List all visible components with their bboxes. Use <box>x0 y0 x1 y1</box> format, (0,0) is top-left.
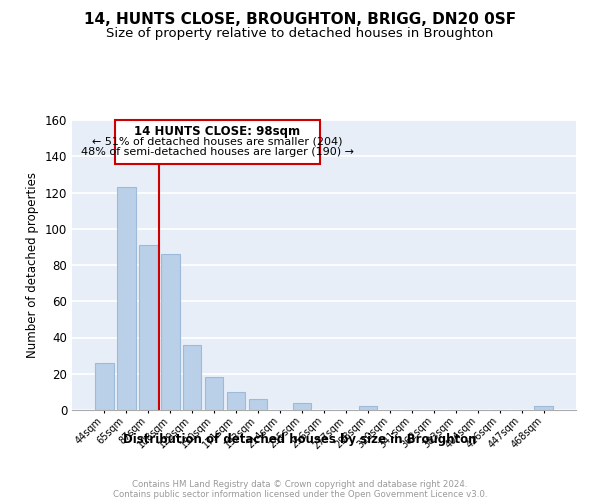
Bar <box>293 403 311 410</box>
Bar <box>95 363 113 410</box>
Text: Contains HM Land Registry data © Crown copyright and database right 2024.
Contai: Contains HM Land Registry data © Crown c… <box>113 480 487 500</box>
Bar <box>161 254 179 410</box>
Text: Size of property relative to detached houses in Broughton: Size of property relative to detached ho… <box>106 28 494 40</box>
Bar <box>117 187 136 410</box>
Text: Distribution of detached houses by size in Broughton: Distribution of detached houses by size … <box>123 432 477 446</box>
Bar <box>227 392 245 410</box>
Text: 48% of semi-detached houses are larger (190) →: 48% of semi-detached houses are larger (… <box>81 147 354 157</box>
Bar <box>249 399 268 410</box>
Bar <box>359 406 377 410</box>
Text: 14, HUNTS CLOSE, BROUGHTON, BRIGG, DN20 0SF: 14, HUNTS CLOSE, BROUGHTON, BRIGG, DN20 … <box>84 12 516 28</box>
Text: ← 51% of detached houses are smaller (204): ← 51% of detached houses are smaller (20… <box>92 136 343 146</box>
Bar <box>183 345 202 410</box>
Bar <box>205 378 223 410</box>
Y-axis label: Number of detached properties: Number of detached properties <box>26 172 39 358</box>
Text: 14 HUNTS CLOSE: 98sqm: 14 HUNTS CLOSE: 98sqm <box>134 126 301 138</box>
Bar <box>535 406 553 410</box>
Bar <box>139 245 158 410</box>
Bar <box>115 120 320 164</box>
